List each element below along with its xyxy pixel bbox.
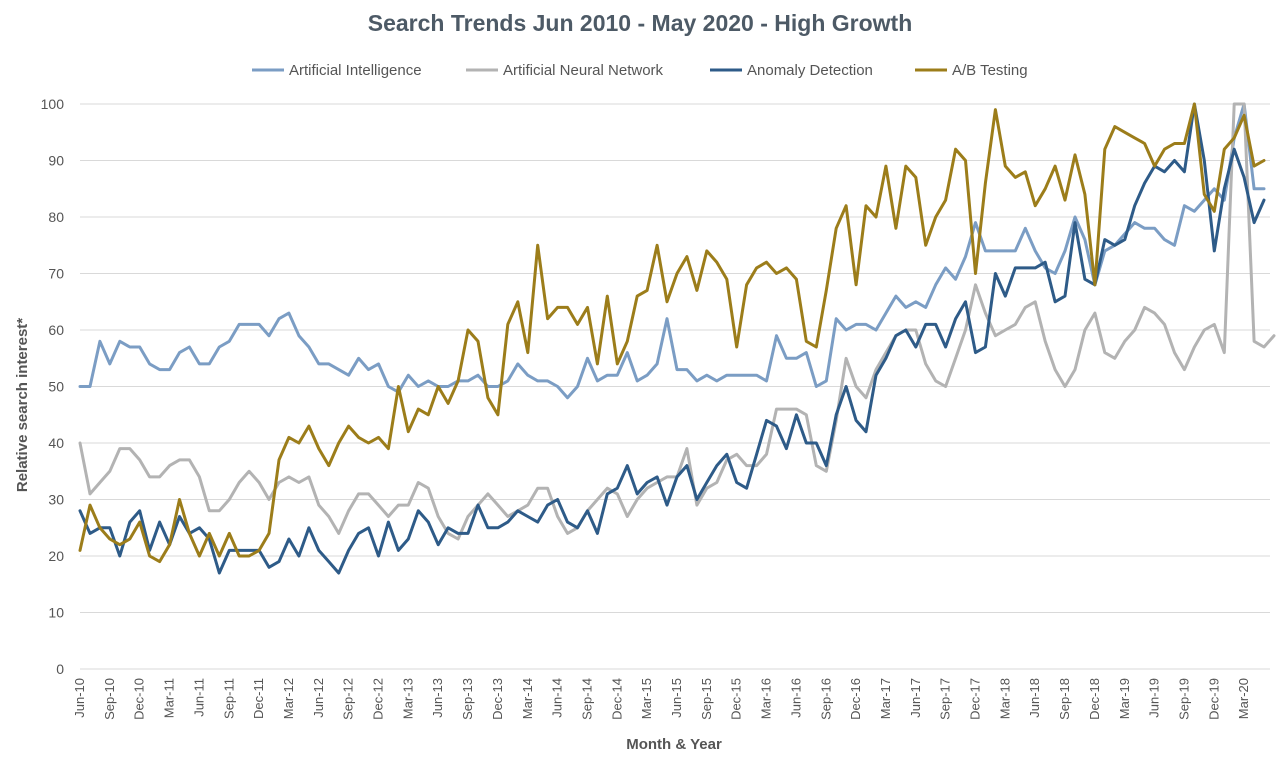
legend-label: Artificial Intelligence — [289, 62, 422, 79]
x-tick-label: Dec-17 — [968, 678, 983, 720]
y-tick-label: 10 — [48, 605, 64, 621]
series-line-anomaly-detection — [78, 102, 1266, 575]
y-axis-ticks: 0 10 20 30 40 50 60 70 80 90 100 — [41, 96, 65, 677]
x-tick-label: Sep-18 — [1057, 678, 1072, 720]
x-tick-label: Dec-18 — [1087, 678, 1102, 720]
x-tick-label: Mar-11 — [162, 678, 177, 718]
x-tick-label: Dec-11 — [251, 678, 266, 719]
x-tick-label: Mar-16 — [759, 678, 774, 719]
x-tick-label: Mar-12 — [281, 678, 296, 719]
x-tick-label: Mar-17 — [878, 678, 893, 719]
x-tick-label: Jun-11 — [191, 678, 206, 717]
x-tick-label: Sep-10 — [102, 678, 117, 720]
x-tick-label: Dec-10 — [132, 678, 147, 720]
y-tick-label: 0 — [56, 661, 64, 677]
x-tick-label: Sep-11 — [221, 678, 236, 719]
y-tick-label: 80 — [48, 209, 64, 225]
y-tick-label: 30 — [48, 492, 64, 508]
x-tick-label: Sep-19 — [1176, 678, 1191, 720]
legend-label: A/B Testing — [952, 62, 1028, 79]
x-tick-label: Dec-16 — [848, 678, 863, 720]
x-tick-label: Mar-13 — [400, 678, 415, 719]
x-tick-label: Sep-14 — [579, 678, 594, 720]
series-line-artificial-neural-network — [78, 102, 1276, 541]
y-tick-label: 100 — [41, 96, 65, 112]
x-tick-label: Jun-18 — [1027, 678, 1042, 718]
y-tick-label: 40 — [48, 435, 64, 451]
chart-title: Search Trends Jun 2010 - May 2020 - High… — [368, 10, 913, 36]
x-tick-label: Dec-12 — [371, 678, 386, 720]
x-tick-label: Jun-12 — [311, 678, 326, 718]
x-tick-label: Mar-15 — [639, 678, 654, 719]
x-axis-ticks: Jun-10 Sep-10 Dec-10 Mar-11 Jun-11 Sep-11 Dec-… — [72, 678, 1251, 720]
x-tick-label: Jun-14 — [550, 678, 565, 718]
x-tick-label: Sep-16 — [818, 678, 833, 720]
series-lines — [78, 102, 1276, 575]
y-tick-label: 70 — [48, 266, 64, 282]
y-tick-label: 90 — [48, 153, 64, 169]
x-tick-label: Sep-17 — [938, 678, 953, 720]
x-tick-label: Dec-19 — [1206, 678, 1221, 720]
gridlines — [80, 103, 1270, 670]
x-tick-label: Jun-15 — [669, 678, 684, 718]
x-tick-label: Jun-17 — [908, 678, 923, 718]
x-tick-label: Jun-19 — [1147, 678, 1162, 718]
x-tick-label: Sep-12 — [341, 678, 356, 720]
series-line-artificial-intelligence — [78, 102, 1266, 400]
x-tick-label: Mar-14 — [520, 678, 535, 719]
x-tick-label: Mar-18 — [997, 678, 1012, 719]
x-tick-label: Dec-15 — [729, 678, 744, 720]
y-axis-label: Relative search interest* — [14, 318, 31, 492]
x-tick-label: Jun-13 — [430, 678, 445, 718]
legend-label: Artificial Neural Network — [503, 62, 664, 79]
series-line-a-b-testing — [78, 102, 1266, 564]
x-tick-label: Mar-20 — [1236, 678, 1251, 719]
x-tick-label: Dec-14 — [609, 678, 624, 720]
legend: Artificial Intelligence Artificial Neural… — [252, 62, 1028, 79]
x-tick-label: Dec-13 — [490, 678, 505, 720]
x-tick-label: Sep-13 — [460, 678, 475, 720]
x-axis-label: Month & Year — [626, 736, 722, 753]
legend-label: Anomaly Detection — [747, 62, 873, 79]
y-tick-label: 60 — [48, 322, 64, 338]
x-tick-label: Mar-19 — [1117, 678, 1132, 719]
x-tick-label: Sep-15 — [699, 678, 714, 720]
x-tick-label: Jun-10 — [72, 678, 87, 718]
y-tick-label: 20 — [48, 548, 64, 564]
x-tick-label: Jun-16 — [788, 678, 803, 718]
y-tick-label: 50 — [48, 379, 64, 395]
